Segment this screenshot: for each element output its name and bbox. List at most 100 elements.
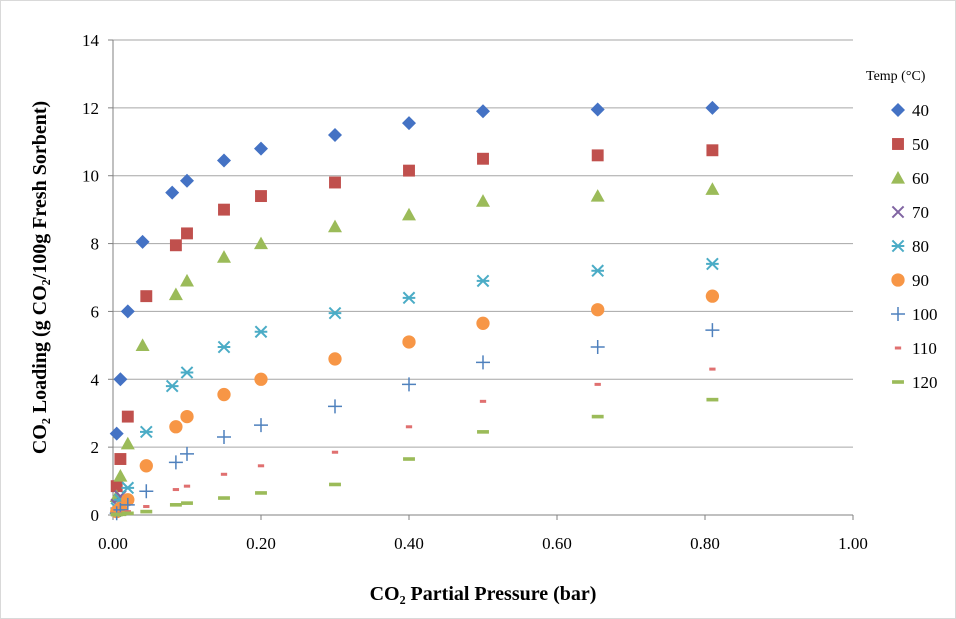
legend-label-90: 90 <box>912 271 929 290</box>
point-80 <box>217 340 231 354</box>
point-50 <box>169 239 182 252</box>
point-40 <box>109 426 124 441</box>
x-tick-label: 0.20 <box>246 534 276 553</box>
legend-marker-120 <box>892 380 904 384</box>
legend-label-70: 70 <box>912 203 929 222</box>
x-axis-title: CO₂ Partial Pressure (bar) <box>370 583 597 605</box>
point-50 <box>121 410 134 423</box>
series-120 <box>110 397 719 517</box>
point-100 <box>254 418 268 433</box>
point-100 <box>402 377 416 392</box>
point-40 <box>402 116 416 131</box>
point-80 <box>254 325 268 339</box>
y-axis-title: CO₂ Loading (g CO₂/100g Fresh Sorbent) <box>29 101 51 454</box>
legend-item-50: 50 <box>892 135 929 154</box>
x-tick-label: 1.00 <box>838 534 868 553</box>
point-50 <box>110 480 123 493</box>
y-tick-label: 12 <box>82 99 99 118</box>
point-100 <box>180 446 194 461</box>
point-60 <box>180 273 194 287</box>
legend-label-100: 100 <box>912 305 938 324</box>
legend-marker-70 <box>891 205 905 219</box>
y-tick-label: 8 <box>91 235 100 254</box>
legend-marker-100 <box>891 307 905 321</box>
point-120 <box>255 491 267 495</box>
point-80 <box>591 264 605 278</box>
point-90 <box>180 409 194 424</box>
point-120 <box>706 397 719 402</box>
point-90 <box>591 303 605 317</box>
point-120 <box>121 511 134 516</box>
x-tick-label: 0.80 <box>690 534 720 553</box>
point-80 <box>476 274 490 288</box>
legend-item-90: 90 <box>891 271 929 290</box>
point-90 <box>139 459 153 473</box>
point-80 <box>180 366 194 379</box>
point-80 <box>706 257 719 271</box>
legend-item-110: 110 <box>894 339 937 358</box>
point-110 <box>143 505 150 509</box>
point-110 <box>479 399 487 403</box>
point-110 <box>172 488 180 492</box>
point-60 <box>705 182 720 195</box>
legend-label-110: 110 <box>912 339 937 358</box>
point-60 <box>254 236 268 250</box>
point-110 <box>257 464 265 468</box>
legend-marker-80 <box>891 239 905 253</box>
point-110 <box>405 425 413 429</box>
point-50 <box>181 227 193 240</box>
legend-item-40: 40 <box>891 101 929 120</box>
point-100 <box>476 355 490 370</box>
x-tick-label: 0.00 <box>98 534 128 553</box>
legend-item-100: 100 <box>891 305 938 324</box>
legend-label-40: 40 <box>912 101 929 120</box>
point-80 <box>121 481 135 495</box>
point-50 <box>140 290 153 303</box>
point-60 <box>476 194 490 207</box>
y-tick-label: 10 <box>82 167 99 186</box>
point-50 <box>403 164 415 177</box>
point-90 <box>169 420 183 434</box>
point-90 <box>476 316 490 330</box>
x-tick-labels: 0.00 0.20 0.40 0.60 0.80 1.00 <box>98 534 868 553</box>
legend-item-80: 80 <box>891 237 929 256</box>
legend-item-120: 120 <box>892 373 938 392</box>
point-80 <box>139 425 153 439</box>
point-40 <box>217 153 231 168</box>
point-120 <box>591 414 604 419</box>
point-50 <box>706 144 719 157</box>
point-60 <box>113 468 128 482</box>
point-40 <box>590 102 605 117</box>
point-60 <box>120 436 135 450</box>
legend-marker-50 <box>892 138 904 150</box>
point-90 <box>705 289 720 303</box>
x-tick-label: 0.40 <box>394 534 424 553</box>
legend-label-60: 60 <box>912 169 929 188</box>
point-120 <box>114 512 127 517</box>
legend-label-50: 50 <box>912 135 929 154</box>
legend-marker-110 <box>894 346 902 350</box>
point-100 <box>139 484 154 499</box>
point-40 <box>113 372 128 387</box>
point-110 <box>331 450 339 454</box>
y-tick-label: 2 <box>91 438 100 457</box>
point-90 <box>217 387 231 402</box>
series-40 <box>109 100 720 441</box>
point-110 <box>183 484 191 488</box>
point-110 <box>709 367 716 371</box>
point-40 <box>120 304 135 319</box>
legend-item-60: 60 <box>891 169 929 188</box>
point-110 <box>220 472 228 476</box>
y-tick-label: 6 <box>91 302 100 321</box>
legend-item-70: 70 <box>891 203 929 222</box>
x-tick-label: 0.60 <box>542 534 572 553</box>
point-90 <box>402 335 416 349</box>
series-60 <box>109 182 720 502</box>
point-40 <box>705 100 720 115</box>
point-120 <box>169 503 182 507</box>
data-points <box>109 100 720 521</box>
y-tick-label: 4 <box>91 370 100 389</box>
